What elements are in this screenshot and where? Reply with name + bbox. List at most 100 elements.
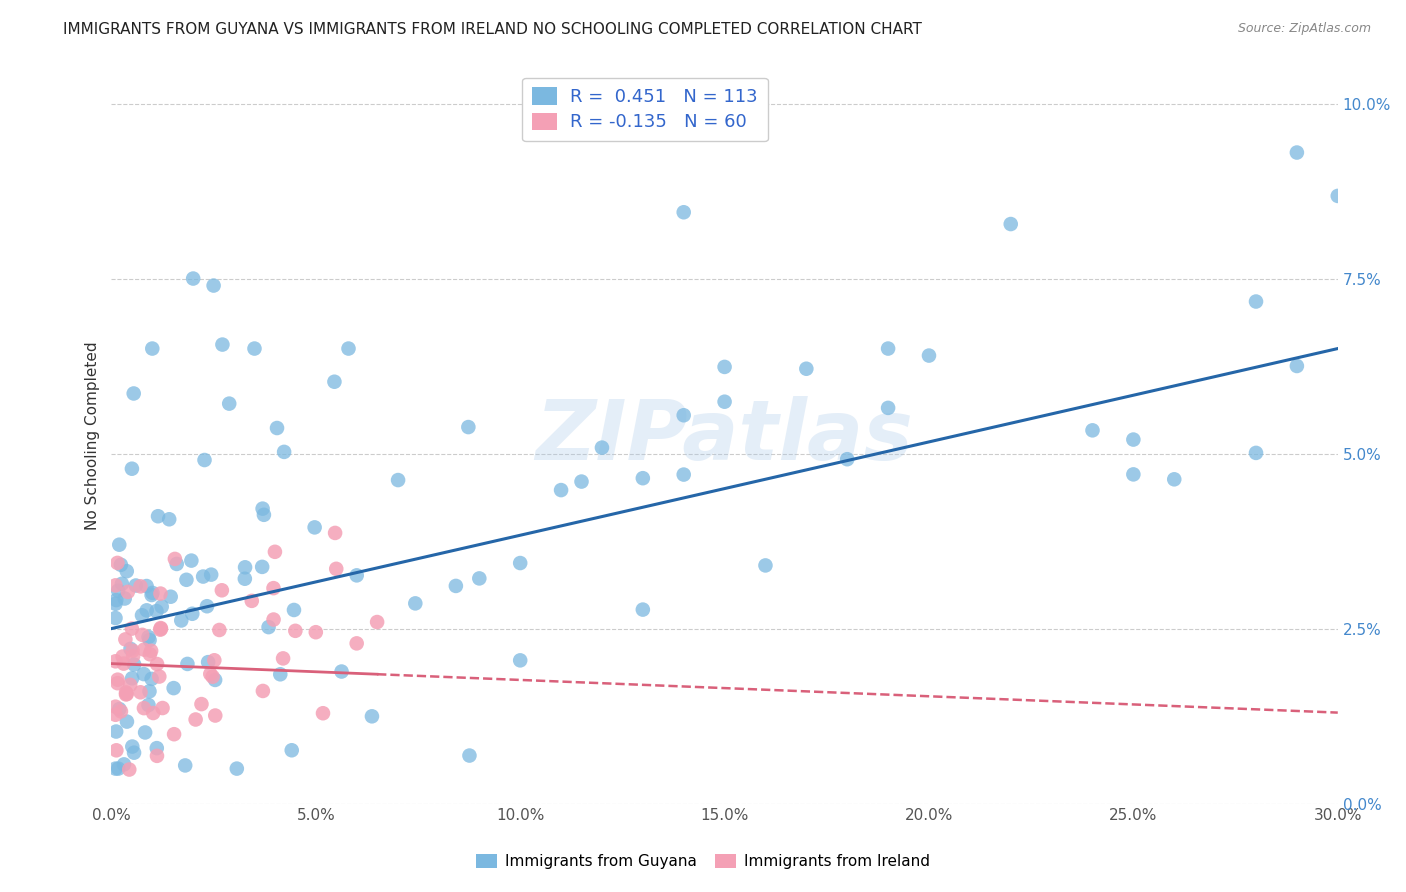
Point xyxy=(233,572,256,586)
Point xyxy=(509,556,531,570)
Point xyxy=(118,763,141,777)
Point xyxy=(145,604,167,618)
Point xyxy=(117,585,139,599)
Point xyxy=(754,558,776,573)
Point xyxy=(138,698,160,712)
Point xyxy=(257,620,280,634)
Point xyxy=(184,713,207,727)
Point xyxy=(404,596,426,610)
Point xyxy=(121,739,143,754)
Point xyxy=(166,557,188,571)
Point xyxy=(211,583,233,598)
Point xyxy=(115,714,138,729)
Point xyxy=(181,271,204,285)
Point xyxy=(104,699,127,714)
Point xyxy=(208,623,231,637)
Point xyxy=(139,644,162,658)
Point xyxy=(111,576,134,591)
Point xyxy=(146,741,169,756)
Point xyxy=(114,591,136,606)
Point xyxy=(253,508,276,522)
Point xyxy=(202,278,225,293)
Point xyxy=(134,725,156,739)
Legend: Immigrants from Guyana, Immigrants from Ireland: Immigrants from Guyana, Immigrants from … xyxy=(470,848,936,875)
Point xyxy=(135,603,157,617)
Point xyxy=(591,441,613,455)
Point xyxy=(263,581,285,595)
Point xyxy=(120,678,142,692)
Point xyxy=(284,624,307,638)
Point xyxy=(366,615,388,629)
Point xyxy=(163,552,186,566)
Point xyxy=(131,628,153,642)
Point xyxy=(149,622,172,636)
Point xyxy=(107,673,129,687)
Point xyxy=(132,701,155,715)
Point xyxy=(361,709,384,723)
Point xyxy=(252,684,274,698)
Point xyxy=(264,545,287,559)
Point xyxy=(837,452,859,467)
Point xyxy=(1122,467,1144,482)
Point xyxy=(713,359,735,374)
Point xyxy=(1163,472,1185,486)
Point xyxy=(115,564,138,578)
Text: IMMIGRANTS FROM GUYANA VS IMMIGRANTS FROM IRELAND NO SCHOOLING COMPLETED CORRELA: IMMIGRANTS FROM GUYANA VS IMMIGRANTS FRO… xyxy=(63,22,922,37)
Point xyxy=(263,613,285,627)
Point xyxy=(713,394,735,409)
Text: Source: ZipAtlas.com: Source: ZipAtlas.com xyxy=(1237,22,1371,36)
Point xyxy=(195,599,218,614)
Point xyxy=(141,586,163,600)
Legend: R =  0.451   N = 113, R = -0.135   N = 60: R = 0.451 N = 113, R = -0.135 N = 60 xyxy=(522,78,768,141)
Point xyxy=(141,588,163,602)
Point xyxy=(176,573,198,587)
Point xyxy=(240,594,263,608)
Point xyxy=(108,702,131,716)
Point xyxy=(458,748,481,763)
Point xyxy=(150,599,173,614)
Point xyxy=(1244,446,1267,460)
Point xyxy=(120,641,142,656)
Point xyxy=(104,654,127,668)
Point xyxy=(200,567,222,582)
Point xyxy=(149,621,172,635)
Point xyxy=(672,205,695,219)
Point xyxy=(181,607,204,621)
Point xyxy=(138,684,160,698)
Point xyxy=(1244,294,1267,309)
Point xyxy=(163,727,186,741)
Point xyxy=(146,748,169,763)
Point xyxy=(509,653,531,667)
Point xyxy=(191,569,214,583)
Point xyxy=(115,687,138,701)
Point xyxy=(129,579,152,593)
Point xyxy=(180,553,202,567)
Point xyxy=(139,647,162,661)
Point xyxy=(1285,145,1308,160)
Point xyxy=(218,396,240,410)
Point xyxy=(631,471,654,485)
Point xyxy=(121,622,143,636)
Point xyxy=(1285,359,1308,373)
Point xyxy=(115,687,138,701)
Point xyxy=(269,667,291,681)
Point xyxy=(337,342,360,356)
Point xyxy=(225,762,247,776)
Point xyxy=(115,685,138,699)
Point xyxy=(146,509,169,524)
Point xyxy=(1122,433,1144,447)
Point xyxy=(325,562,347,576)
Point xyxy=(138,630,160,644)
Point xyxy=(105,724,128,739)
Point xyxy=(877,342,900,356)
Point xyxy=(148,669,170,683)
Point xyxy=(672,467,695,482)
Point xyxy=(323,525,346,540)
Point xyxy=(122,649,145,664)
Text: ZIPatlas: ZIPatlas xyxy=(536,395,914,476)
Point xyxy=(157,512,180,526)
Point xyxy=(131,608,153,623)
Point xyxy=(204,708,226,723)
Point xyxy=(571,475,593,489)
Point xyxy=(271,651,294,665)
